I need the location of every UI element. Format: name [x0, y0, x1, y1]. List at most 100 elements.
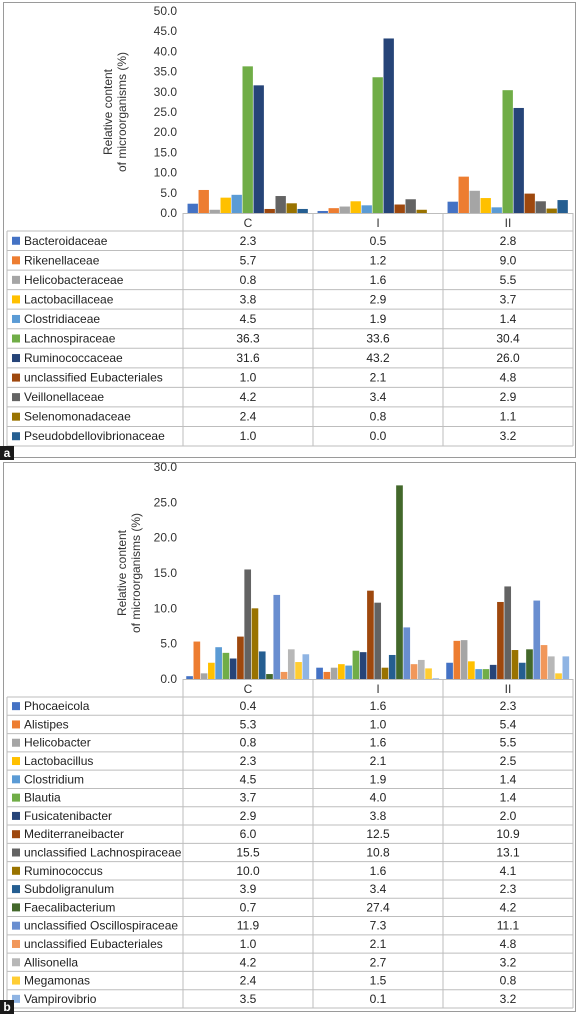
legend-series-name: Blautia [24, 791, 61, 805]
legend-series-name: unclassified Eubacteriales [24, 371, 163, 385]
bar [339, 206, 350, 213]
y-tick-label: 30.0 [154, 85, 178, 99]
legend-series-name: Pseudobdellovibrionaceae [24, 429, 165, 443]
table-value: 36.3 [236, 332, 260, 346]
table-value: 1.0 [240, 937, 257, 951]
legend-swatch [12, 939, 20, 948]
legend-swatch [12, 373, 20, 382]
table-value: 1.6 [370, 273, 387, 287]
table-value: 4.2 [240, 955, 257, 969]
bar [215, 647, 222, 679]
y-tick-label: 25.0 [154, 495, 178, 509]
legend-series-name: Faecalibacterium [24, 900, 115, 914]
bar [511, 650, 519, 679]
bar [330, 667, 338, 679]
table-value: 3.8 [370, 809, 387, 823]
table-value: 11.9 [237, 919, 260, 933]
legend-series-name: Allisonella [24, 955, 78, 969]
table-value: 5.5 [500, 273, 517, 287]
table-value: 3.2 [500, 992, 517, 1006]
y-tick-label: 10.0 [154, 166, 178, 180]
bar [374, 602, 382, 679]
y-tick-label: 20.0 [154, 125, 178, 139]
y-axis-label-group: Relative content of microorganisms (%) [101, 52, 129, 172]
legend-series-name: Bacteroidaceae [24, 234, 108, 248]
y-tick-label: 5.0 [160, 186, 177, 200]
chart-a-svg: 0.0 5.0 10.0 15.0 20.0 25.0 30.0 35.0 40.0 45.0 50… [6, 4, 574, 447]
bar [338, 664, 345, 679]
table-value: 1.0 [240, 371, 257, 385]
legend-series-name: Ruminococcus [24, 864, 103, 878]
legend-series-name: Helicobacter [24, 736, 91, 750]
legend-swatch [12, 256, 20, 265]
table-value: 4.2 [500, 900, 517, 914]
table-value: 0.1 [370, 992, 387, 1006]
legend-series-name: Phocaeicola [24, 699, 90, 713]
table-value: 6.0 [240, 827, 257, 841]
table-value: 2.8 [500, 234, 517, 248]
legend-series-name: Clostridiaceae [24, 312, 100, 326]
legend-series-name: Vampirovibrio [24, 992, 97, 1006]
bar [251, 608, 259, 679]
legend-swatch [12, 958, 20, 967]
y-tick-label: 35.0 [154, 65, 178, 79]
table-value: 1.2 [370, 253, 387, 267]
legend-series-name: unclassified Oscillospiraceae [24, 919, 178, 933]
bar [317, 210, 328, 213]
bar [222, 652, 230, 679]
y-axis-label: of microorganisms (%) [115, 52, 129, 172]
legend-swatch [12, 738, 20, 747]
table-value: 3.8 [240, 292, 257, 306]
legend-series-name: Mediterraneibacter [24, 827, 124, 841]
y-tick-label: 10.0 [154, 601, 178, 615]
bar [432, 678, 440, 679]
legend-swatch [12, 275, 20, 284]
table-value: 2.9 [240, 809, 257, 823]
table-value: 2.3 [240, 234, 257, 248]
bar [526, 649, 533, 679]
legend-series-name: Rikenellaceae [24, 253, 100, 267]
legend-series-name: unclassified Eubacteriales [24, 937, 163, 951]
bar [405, 199, 416, 213]
bar [518, 662, 526, 679]
legend-series-name: Lactobacillaceae [24, 292, 114, 306]
table-value: 2.0 [500, 809, 517, 823]
table-value: 3.7 [500, 292, 517, 306]
bar [273, 594, 281, 679]
y-axis-label: Relative content [101, 68, 115, 155]
x-category-label: I [376, 682, 379, 696]
bar [231, 194, 242, 213]
legend-swatch [12, 866, 20, 875]
bar [187, 203, 198, 213]
table-value: 2.1 [370, 754, 387, 768]
table-value: 9.0 [500, 253, 517, 267]
y-tick-label: 15.0 [154, 145, 178, 159]
table-value: 1.6 [370, 699, 387, 713]
table-value: 3.7 [240, 791, 257, 805]
legend-swatch [12, 720, 20, 729]
table-value: 2.3 [240, 754, 257, 768]
bar [266, 674, 273, 679]
panel-frame [3, 462, 576, 1012]
table-value: 1.6 [370, 736, 387, 750]
table-value: 10.0 [236, 864, 260, 878]
bar [546, 208, 557, 213]
bar [359, 652, 367, 679]
table-value: 4.5 [240, 772, 257, 786]
table-value: 1.9 [370, 312, 387, 326]
table-value: 2.7 [370, 955, 387, 969]
table-value: 0.8 [370, 410, 387, 424]
table-value: 5.7 [240, 253, 257, 267]
table-value: 10.8 [366, 846, 390, 860]
bar [460, 640, 468, 679]
bar [482, 669, 490, 679]
bar [244, 569, 252, 679]
table-value: 4.5 [240, 312, 257, 326]
table-value: 3.2 [500, 429, 517, 443]
table-value: 4.1 [500, 864, 517, 878]
table-value: 3.5 [240, 992, 257, 1006]
table-value: 30.4 [496, 332, 520, 346]
bar [220, 197, 231, 213]
bar [535, 201, 546, 213]
table-value: 3.2 [500, 955, 517, 969]
